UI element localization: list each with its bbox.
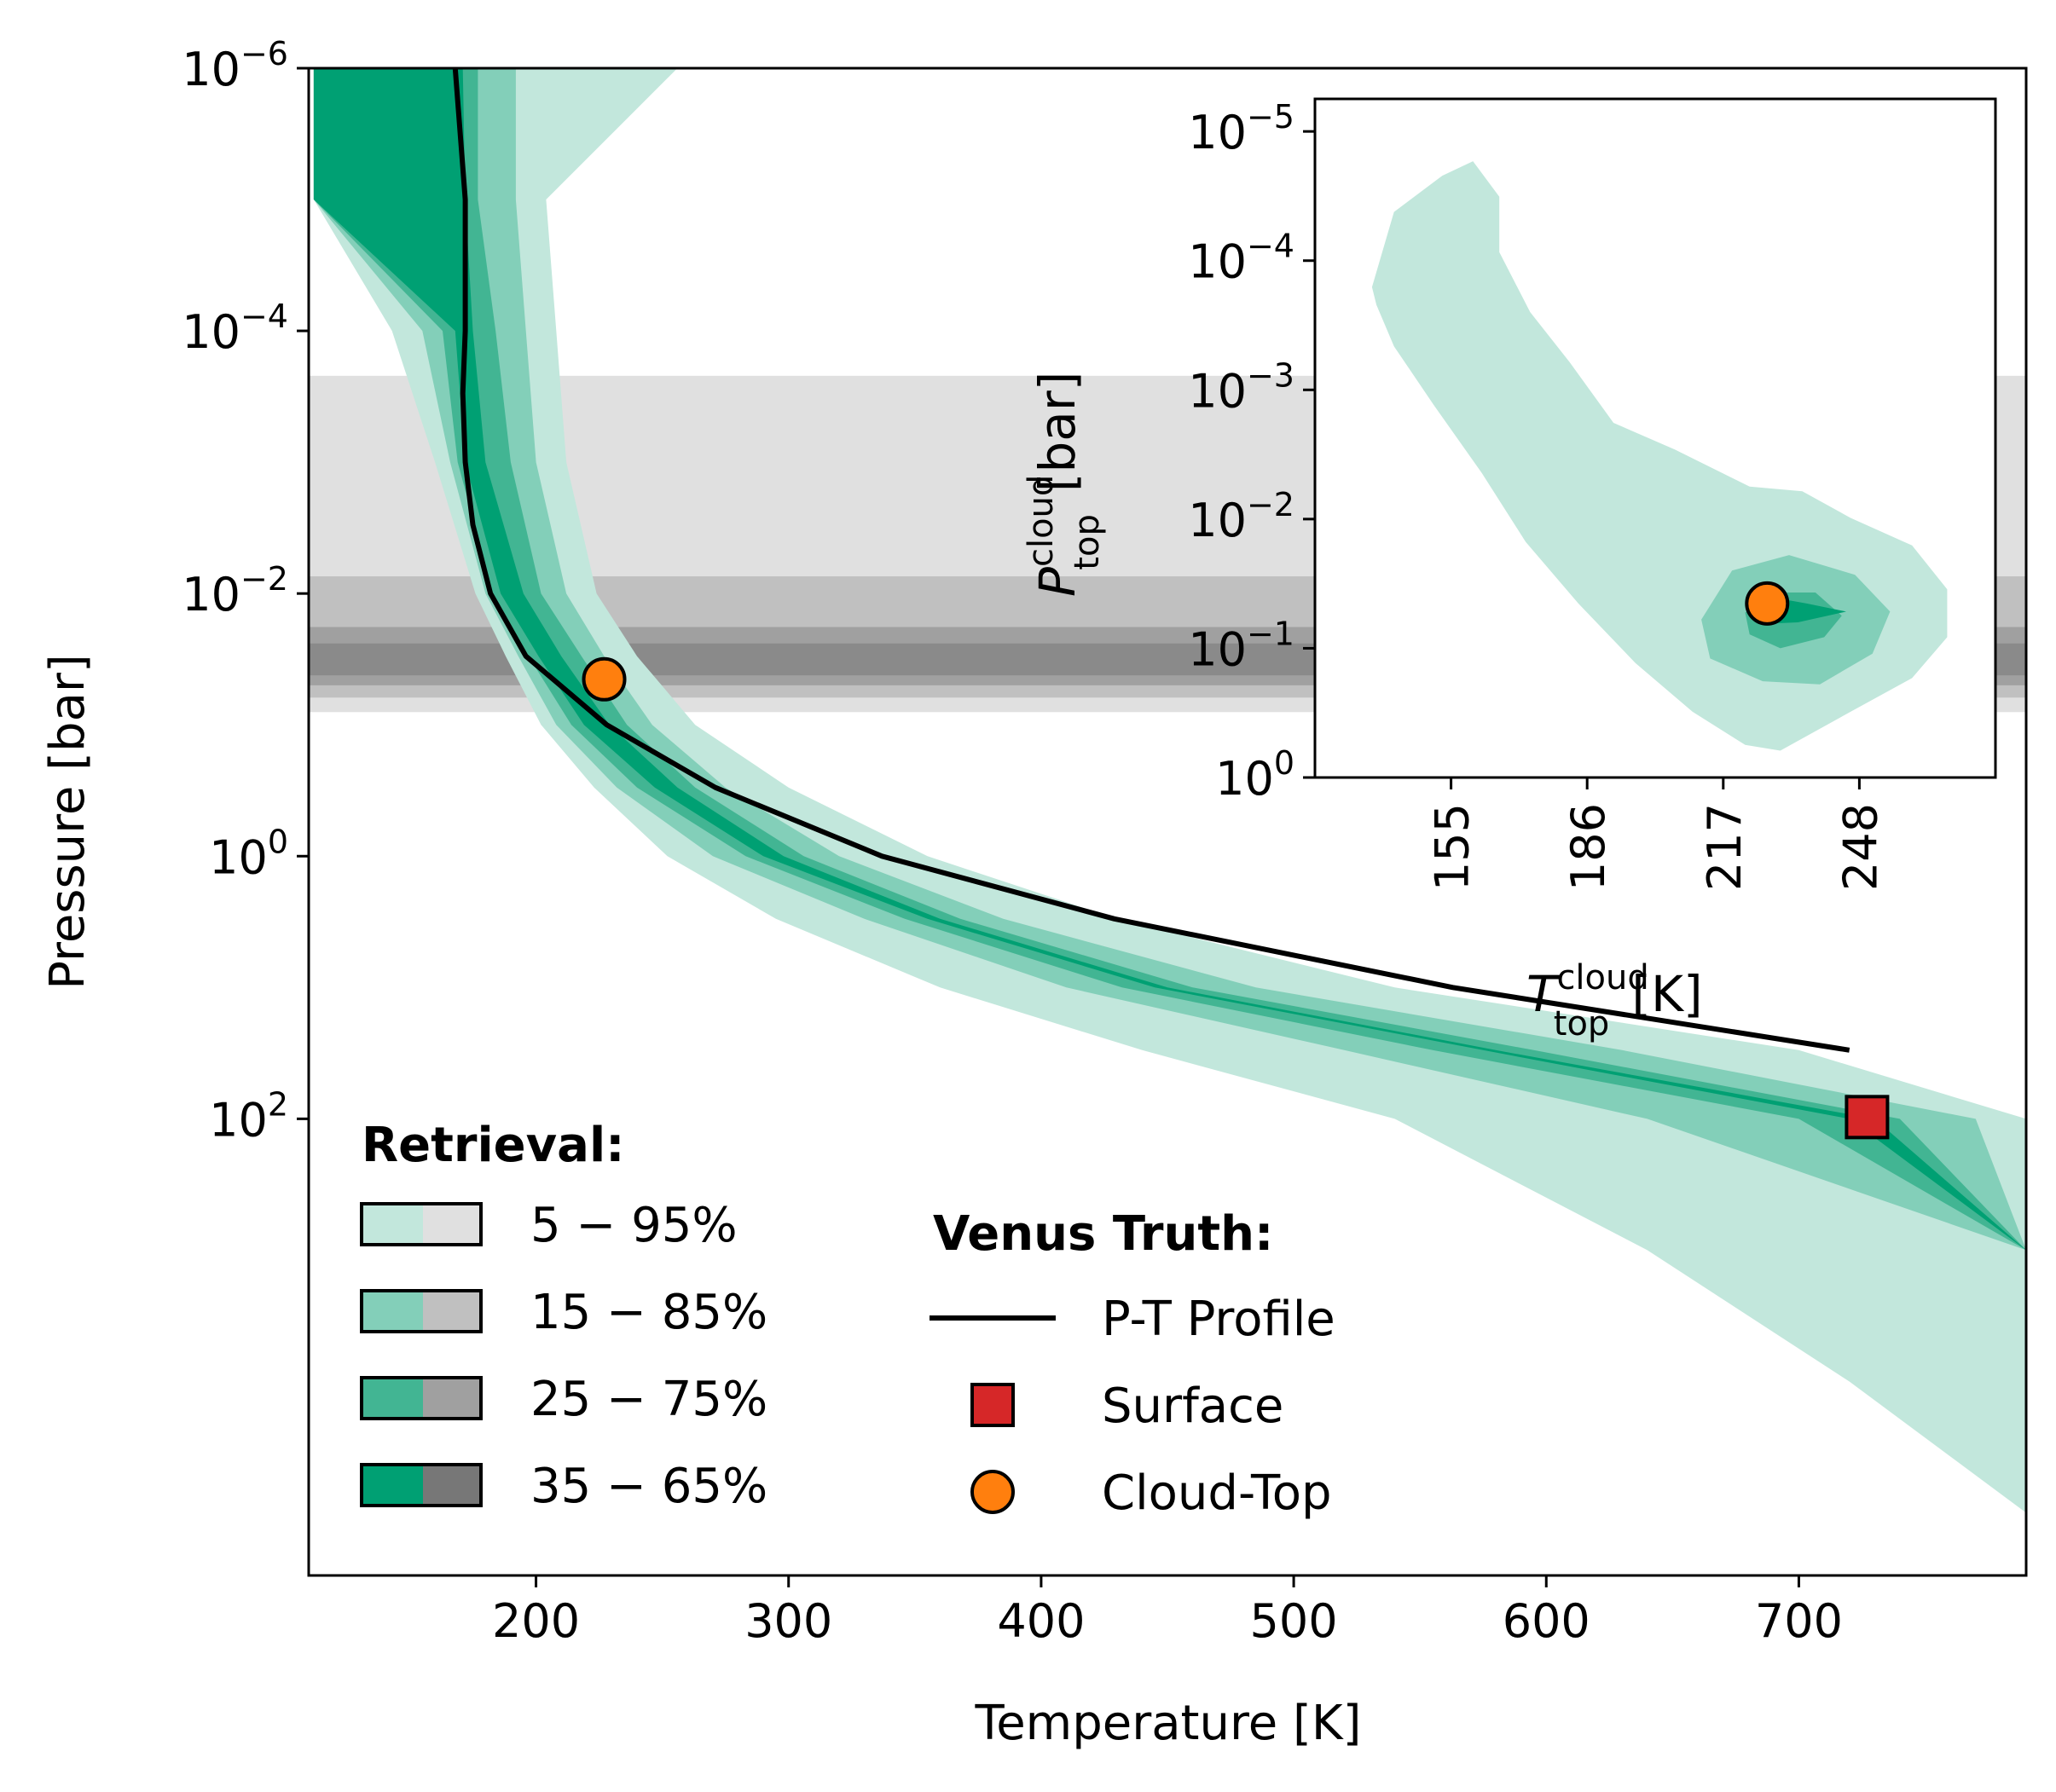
- legend-retrieval-title: Retrieval:: [362, 1118, 625, 1173]
- legend-swatch-cloud: [423, 1291, 481, 1332]
- surface-marker: [1845, 1095, 1890, 1140]
- legend-swatch-frame: [360, 1376, 483, 1420]
- temperature-band-1: [313, 68, 2026, 1513]
- legend-swatch-cloud: [423, 1465, 481, 1506]
- inset-x-axis: 155 186 217 248: [1426, 777, 1887, 891]
- inset-y-tick-label: 10−5: [1188, 98, 1294, 159]
- x-tick-label: 300: [744, 1594, 832, 1648]
- legend-retrieval-label: 15 − 85%: [530, 1285, 767, 1340]
- legend-profile-label: P-T Profile: [1102, 1292, 1335, 1347]
- inset-y-tick-label: 10−3: [1188, 356, 1294, 418]
- legend-retrieval-label: 35 − 65%: [530, 1459, 767, 1514]
- x-tick-label: 200: [492, 1594, 580, 1648]
- inset-x-tick-label: 248: [1833, 803, 1887, 891]
- main-x-axis: 200 300 400 500 600 700: [492, 1575, 1843, 1648]
- legend: Retrieval: 5 − 95% 15 − 85% 25 − 75% 35 − 6…: [360, 1118, 1335, 1521]
- legend-swatch-frame: [360, 1289, 483, 1333]
- x-tick-label: 400: [997, 1594, 1085, 1648]
- x-tick-label: 500: [1250, 1594, 1338, 1648]
- inset-y-axis-label: Pcloud top[bar]: [1022, 372, 1107, 597]
- legend-swatch-cloud: [423, 1378, 481, 1419]
- inset-cloud-top-marker: [1745, 581, 1790, 626]
- inset-x-tick-label: 186: [1561, 803, 1615, 891]
- inset-y-tick-label: 10−2: [1188, 486, 1294, 547]
- legend-cloudtop-label: Cloud-Top: [1102, 1465, 1332, 1521]
- inset-y-tick-label: 100: [1215, 744, 1294, 806]
- temperature-band-3: [313, 68, 2026, 1513]
- legend-swatch-cloud: [423, 1204, 481, 1245]
- inset-y-axis: 10−5 10−4 10−3 10−2 10−1 100: [1188, 98, 1315, 806]
- main-axes-frame: [307, 66, 2028, 1577]
- inset-y-tick-label: 10−4: [1188, 228, 1294, 289]
- legend-swatch-band: [362, 1204, 423, 1245]
- cloud-top-marker: [582, 656, 627, 702]
- x-tick-label: 700: [1755, 1594, 1843, 1648]
- inset-y-tick-label: 10−1: [1188, 615, 1294, 676]
- inset-plot: 155 186 217 248 10−5 10−4 10−3 10−2 10−1 100 Tcl…: [1022, 97, 1997, 1043]
- legend-retrieval-label: 5 − 95%: [530, 1198, 738, 1253]
- legend-surface-label: Surface: [1102, 1379, 1283, 1434]
- contour-level-4: [1771, 599, 1846, 624]
- main-y-axis: 10−6 10−4 10−2 100 102: [182, 35, 309, 1147]
- legend-retrieval-label: 25 − 75%: [530, 1372, 767, 1427]
- x-tick-label: 600: [1503, 1594, 1590, 1648]
- main-y-axis-label: Pressure [bar]: [40, 654, 96, 990]
- legend-retrieval-entries: 5 − 95% 15 − 85% 25 − 75% 35 − 65%: [360, 1198, 767, 1514]
- inset-plot-area: [1371, 161, 1948, 751]
- legend-surface-marker: [970, 1383, 1015, 1427]
- y-tick-label: 100: [209, 823, 288, 884]
- inset-x-tick-label: 217: [1698, 803, 1752, 891]
- legend-swatch-band: [362, 1291, 423, 1332]
- legend-truth-title: Venus Truth:: [933, 1206, 1273, 1262]
- legend-swatch-band: [362, 1378, 423, 1419]
- legend-swatch-frame: [360, 1463, 483, 1507]
- main-x-axis-label: Temperature [K]: [975, 1696, 1362, 1751]
- inset-x-axis-label: Tcloud top[K]: [1526, 958, 1703, 1043]
- inset-x-tick-label: 155: [1426, 803, 1480, 891]
- y-tick-label: 102: [209, 1085, 288, 1147]
- legend-swatch-frame: [360, 1202, 483, 1246]
- y-tick-label: 10−4: [182, 298, 288, 359]
- pt-profile-line: [452, 68, 1850, 1053]
- y-tick-label: 10−2: [182, 560, 288, 621]
- y-tick-label: 10−6: [182, 35, 288, 96]
- legend-swatch-band: [362, 1465, 423, 1506]
- legend-cloudtop-marker: [970, 1470, 1015, 1514]
- inset-axes-frame: [1313, 97, 1997, 779]
